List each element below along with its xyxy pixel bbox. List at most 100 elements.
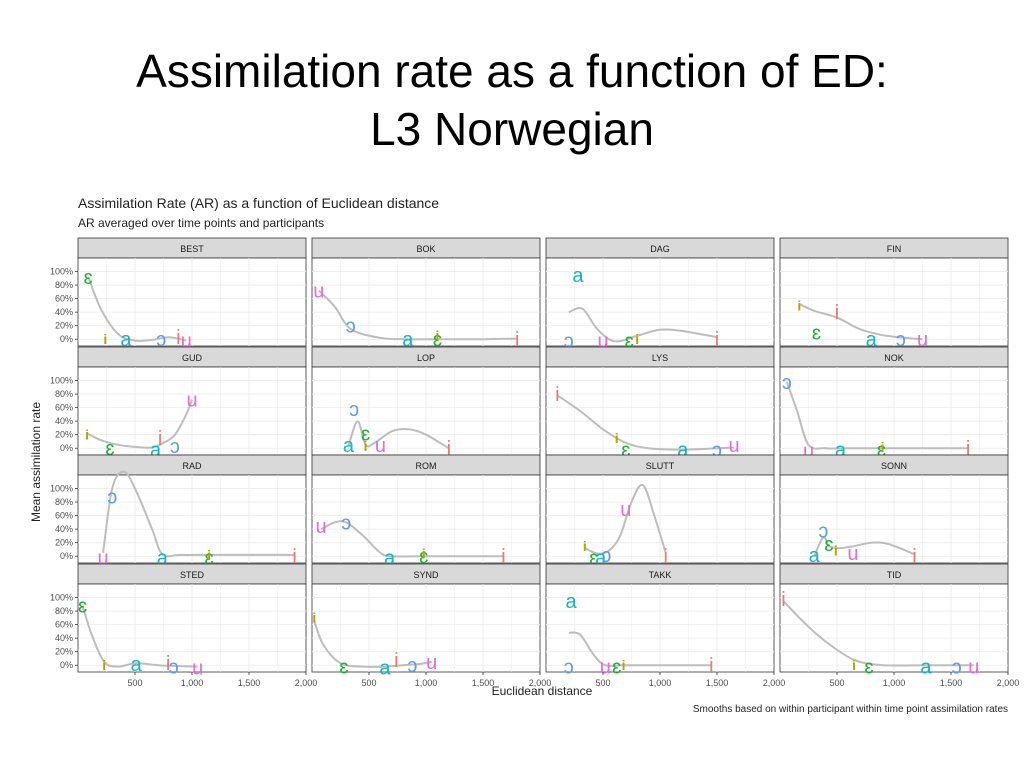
smooth-line-takk xyxy=(568,631,712,667)
vowel-label-tid: i xyxy=(781,589,785,611)
vowel-label-lop: u xyxy=(375,435,386,457)
facet-label-rad: RAD xyxy=(182,461,202,471)
vowel-label-sonn: ɔ xyxy=(818,521,828,543)
vowel-label-slutt: i xyxy=(583,538,587,554)
vowel-label-synd: a xyxy=(379,657,391,679)
smooth-line-lop xyxy=(347,420,450,450)
x-tick-label: 2,000 xyxy=(295,678,318,688)
y-tick-label: 80% xyxy=(55,389,73,399)
vowel-label-rom: ɔ xyxy=(341,512,351,534)
facet-label-nok: NOK xyxy=(884,353,904,363)
vowel-label-dag: i xyxy=(635,331,639,347)
vowel-label-dag: ɛ xyxy=(625,331,634,353)
y-tick-label: 80% xyxy=(55,497,73,507)
vowel-label-takk: i xyxy=(709,655,713,677)
vowel-label-fin: ɔ xyxy=(896,329,906,351)
x-tick-label: 2,000 xyxy=(763,678,786,688)
vowel-label-dag: a xyxy=(572,265,584,287)
x-tick-label: 500 xyxy=(127,678,142,688)
y-tick-label: 20% xyxy=(55,538,73,548)
vowel-label-tid: ɔ xyxy=(952,657,962,679)
vowel-label-nok: i xyxy=(966,438,970,460)
slide-title-line1: Assimilation rate as a function of ED: xyxy=(136,45,888,97)
chart-title: Assimilation Rate (AR) as a function of … xyxy=(78,195,440,211)
y-axis-title: Mean assimilation rate xyxy=(29,402,43,522)
x-tick-label: 1,500 xyxy=(940,678,963,688)
x-tick-label: 1,500 xyxy=(472,678,495,688)
vowel-label-sonn: ɛ xyxy=(824,534,833,556)
smooth-line-sted xyxy=(81,605,198,668)
vowel-label-sonn: u xyxy=(847,543,858,565)
vowel-label-slutt: ɔ xyxy=(601,545,611,567)
y-tick-label: 80% xyxy=(55,280,73,290)
vowel-label-bok: ɛ xyxy=(433,329,442,351)
vowel-label-rad: ɛ xyxy=(205,548,214,570)
vowel-label-synd: u xyxy=(426,652,437,674)
vowel-label-lop: i xyxy=(364,438,368,454)
vowel-label-nok: ɛ xyxy=(877,440,886,462)
smooth-line-gud xyxy=(86,399,193,449)
vowel-label-sted: a xyxy=(131,654,143,676)
vowel-label-best: i xyxy=(176,327,180,349)
y-tick-label: 20% xyxy=(55,647,73,657)
vowel-label-best: ɔ xyxy=(156,329,166,351)
smooth-line-synd xyxy=(313,620,432,668)
vowel-label-lys: i xyxy=(555,384,559,406)
vowel-label-synd: i xyxy=(394,650,398,672)
vowel-label-takk: a xyxy=(566,591,578,613)
facet-label-gud: GUD xyxy=(182,353,203,363)
vowel-label-rad: i xyxy=(207,547,211,563)
y-tick-label: 60% xyxy=(55,403,73,413)
vowel-label-sted: i xyxy=(166,653,170,675)
chart-subtitle: AR averaged over time points and partici… xyxy=(78,216,325,230)
x-tick-label: 2,000 xyxy=(997,678,1020,688)
y-tick-label: 60% xyxy=(55,294,73,304)
vowel-label-sonn: i xyxy=(912,546,916,568)
vowel-label-lys: ɛ xyxy=(621,440,630,462)
vowel-label-rom: u xyxy=(316,516,327,538)
smooth-line-sonn xyxy=(813,536,915,557)
x-tick-label: 1,000 xyxy=(415,678,438,688)
smooth-line-rad xyxy=(102,470,295,558)
vowel-label-bok: i xyxy=(435,328,439,344)
chart-caption: Smooths based on within participant with… xyxy=(692,704,1008,715)
y-tick-label: 0% xyxy=(60,334,73,344)
vowel-label-rom: i xyxy=(422,545,426,561)
y-tick-label: 60% xyxy=(55,620,73,630)
vowel-label-tid: i xyxy=(852,657,856,673)
vowel-label-gud: u xyxy=(186,389,197,411)
vowel-label-fin: u xyxy=(917,329,928,351)
vowel-label-tid: ɛ xyxy=(864,657,873,679)
y-tick-label: 40% xyxy=(55,524,73,534)
x-tick-label: 1,500 xyxy=(706,678,729,688)
vowel-label-bok: u xyxy=(313,280,324,302)
facet-label-takk: TAKK xyxy=(649,570,672,580)
vowel-label-lop: a xyxy=(343,435,355,457)
vowel-label-nok: i xyxy=(881,439,885,455)
vowel-label-lys: i xyxy=(615,430,619,446)
vowel-label-takk: ɛ xyxy=(612,657,621,679)
vowel-label-tid: a xyxy=(920,657,932,679)
y-tick-label: 40% xyxy=(55,307,73,317)
x-tick-label: 1,000 xyxy=(883,678,906,688)
vowel-label-sonn: i xyxy=(834,543,838,559)
smooth-line-dag xyxy=(568,307,718,343)
vowel-label-synd: ɔ xyxy=(407,655,417,677)
smooth-line-fin xyxy=(798,303,923,341)
vowel-label-rad: u xyxy=(98,548,109,570)
vowel-label-nok: u xyxy=(803,440,814,462)
facet-label-fin: FIN xyxy=(887,244,902,254)
y-tick-label: 100% xyxy=(50,484,73,494)
vowel-label-bok: ɔ xyxy=(346,316,356,338)
vowel-label-best: a xyxy=(120,329,132,351)
y-tick-label: 0% xyxy=(60,660,73,670)
smooth-line-slutt xyxy=(584,483,667,555)
vowel-label-best: ɛ xyxy=(84,267,93,289)
vowel-label-rad: i xyxy=(292,546,296,568)
vowel-label-gud: i xyxy=(85,427,89,443)
vowel-label-slutt: u xyxy=(620,499,631,521)
vowel-label-sonn: a xyxy=(809,545,821,567)
y-tick-label: 0% xyxy=(60,443,73,453)
y-tick-label: 40% xyxy=(55,633,73,643)
x-tick-label: 1,000 xyxy=(181,678,204,688)
